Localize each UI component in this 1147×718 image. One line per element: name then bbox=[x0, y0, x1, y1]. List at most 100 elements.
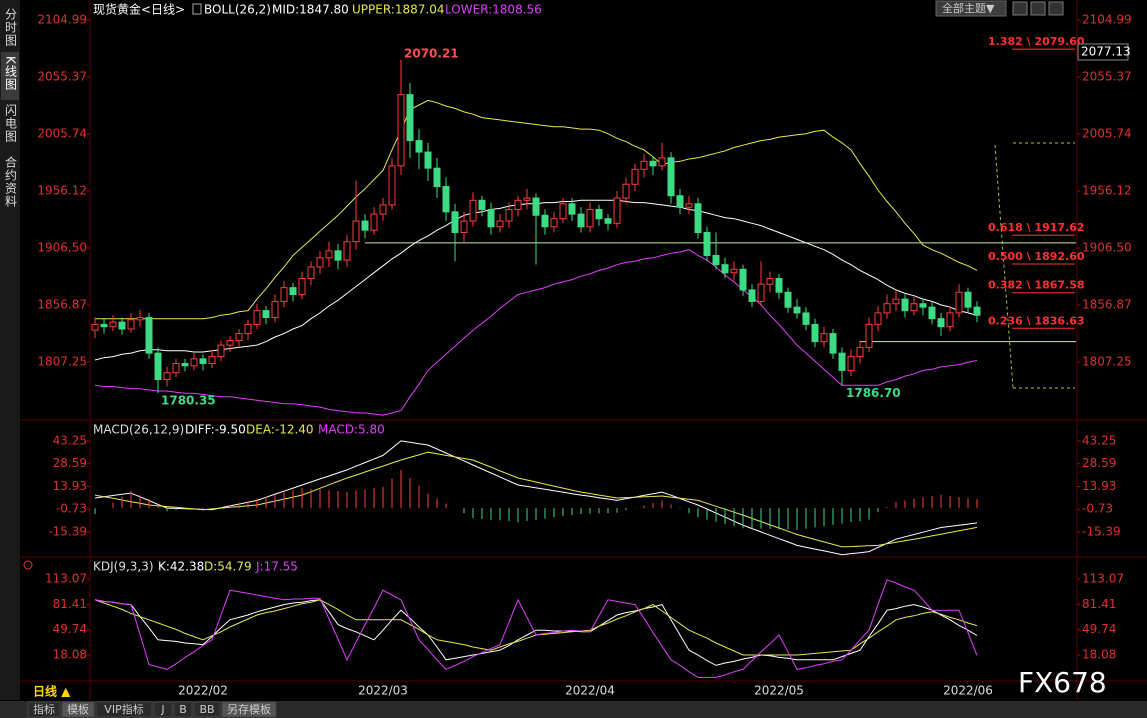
candle-body bbox=[280, 287, 288, 302]
candle-body bbox=[451, 211, 459, 233]
candle-body bbox=[289, 287, 297, 296]
y-tick-label: 28.59 bbox=[53, 456, 87, 470]
tab[interactable] bbox=[27, 701, 61, 718]
candle-body bbox=[253, 310, 261, 325]
y-tick-label: 49.74 bbox=[1082, 622, 1116, 636]
y-tick-label: 2005.74 bbox=[1082, 126, 1132, 140]
legend-entry: MACD:5.80 bbox=[318, 423, 385, 437]
candle-body bbox=[505, 209, 513, 222]
sidebar-tab[interactable]: 分时图 bbox=[4, 8, 18, 47]
tab[interactable] bbox=[61, 701, 95, 718]
sidebar-tab[interactable]: 闪电图 bbox=[4, 104, 18, 143]
y-tick-label: 81.41 bbox=[53, 597, 87, 611]
candle-body bbox=[910, 303, 918, 312]
fib-label: 0.500 \ 1892.60 bbox=[988, 250, 1085, 263]
candle-body bbox=[208, 356, 216, 364]
candle-body bbox=[487, 209, 495, 228]
tab-label[interactable]: VIP指标 bbox=[104, 702, 143, 716]
candle-body bbox=[730, 268, 738, 274]
candle-body bbox=[100, 323, 108, 328]
fib-label: 0.618 \ 1917.62 bbox=[988, 221, 1085, 234]
legend-entry: DIFF:-9.50 bbox=[185, 423, 246, 437]
x-tick-label: 2022/04 bbox=[565, 684, 615, 698]
bottom-bar bbox=[0, 701, 1147, 718]
candle-body bbox=[568, 203, 576, 215]
candle-body bbox=[298, 277, 306, 296]
sidebar-tab[interactable]: 合约资料 bbox=[4, 155, 18, 208]
candle-body bbox=[766, 277, 774, 285]
window-button[interactable] bbox=[1048, 1, 1064, 16]
tab-label[interactable]: B bbox=[179, 703, 187, 716]
candle-body bbox=[109, 321, 117, 328]
icon[interactable] bbox=[192, 3, 202, 15]
candle-body bbox=[559, 203, 567, 220]
y-tick-label: -15.39 bbox=[48, 525, 87, 539]
y-tick-label: -15.39 bbox=[1082, 525, 1121, 539]
tab-label[interactable]: 另存模板 bbox=[227, 702, 271, 716]
candle-body bbox=[433, 167, 441, 188]
candle-body bbox=[802, 312, 810, 325]
candle-body bbox=[622, 183, 630, 199]
y-tick-label: 2055.37 bbox=[1082, 69, 1132, 83]
candle-body bbox=[577, 213, 585, 228]
y-tick-label: 81.41 bbox=[1082, 597, 1116, 611]
settings-icon[interactable] bbox=[23, 560, 33, 570]
candle-body bbox=[613, 197, 621, 224]
price-annotation: 1786.70 bbox=[846, 386, 901, 400]
candle-body bbox=[964, 291, 972, 308]
y-tick-label: 1856.87 bbox=[1082, 298, 1132, 312]
candle-body bbox=[694, 203, 702, 233]
candle-body bbox=[721, 264, 729, 274]
tab-label[interactable]: 模板 bbox=[67, 702, 89, 716]
legend-entry: MID:1847.80 bbox=[272, 3, 349, 17]
sidebar-tab[interactable]: K线图 bbox=[4, 56, 18, 91]
candle-body bbox=[217, 344, 225, 358]
candle-body bbox=[784, 291, 792, 308]
tab[interactable] bbox=[173, 701, 193, 718]
tab-label[interactable]: J bbox=[160, 703, 164, 716]
period-selector[interactable]: 日线 ▲ bbox=[33, 684, 71, 699]
tab-label[interactable]: 指标 bbox=[33, 702, 55, 716]
candle-body bbox=[937, 318, 945, 328]
candle-body bbox=[757, 283, 765, 302]
indicator-title: BOLL(26,2) bbox=[204, 3, 271, 17]
candle-body bbox=[667, 157, 675, 197]
y-tick-label: 1807.25 bbox=[37, 355, 87, 369]
candle-body bbox=[235, 333, 243, 341]
tab[interactable] bbox=[221, 701, 277, 718]
y-tick-label: 1856.87 bbox=[37, 298, 87, 312]
theme-button[interactable] bbox=[935, 0, 1007, 17]
window-button[interactable] bbox=[1030, 1, 1046, 16]
candle-body bbox=[352, 220, 360, 243]
candle-body bbox=[883, 303, 891, 314]
candle-body bbox=[550, 218, 558, 228]
candle-body bbox=[118, 321, 126, 330]
candle-body bbox=[127, 319, 135, 330]
candle-body bbox=[631, 168, 639, 185]
y-tick-label: 28.59 bbox=[1082, 456, 1116, 470]
sidebar bbox=[0, 0, 20, 700]
y-tick-label: 43.25 bbox=[1082, 433, 1116, 447]
candle-body bbox=[748, 289, 756, 302]
tab[interactable] bbox=[153, 701, 173, 718]
y-tick-label: -0.73 bbox=[56, 502, 87, 516]
candle-body bbox=[775, 277, 783, 293]
indicator-line bbox=[94, 451, 978, 548]
candle-body bbox=[685, 203, 693, 208]
y-tick-label: -0.73 bbox=[1082, 502, 1113, 516]
candle-body bbox=[703, 231, 711, 256]
tab[interactable] bbox=[95, 701, 153, 718]
window-button[interactable] bbox=[1012, 1, 1028, 16]
candle-body bbox=[262, 310, 270, 319]
candle-body bbox=[523, 197, 531, 201]
y-tick-label: 2055.37 bbox=[37, 69, 87, 83]
tab[interactable] bbox=[193, 701, 221, 718]
price-cursor-box bbox=[1077, 43, 1129, 61]
x-tick-label: 2022/05 bbox=[754, 684, 804, 698]
candle-body bbox=[172, 362, 180, 374]
candle-body bbox=[154, 352, 162, 381]
tab-label[interactable]: BB bbox=[199, 703, 214, 716]
y-tick-label: 13.93 bbox=[53, 479, 87, 493]
legend-entry: J:17.55 bbox=[255, 560, 298, 574]
